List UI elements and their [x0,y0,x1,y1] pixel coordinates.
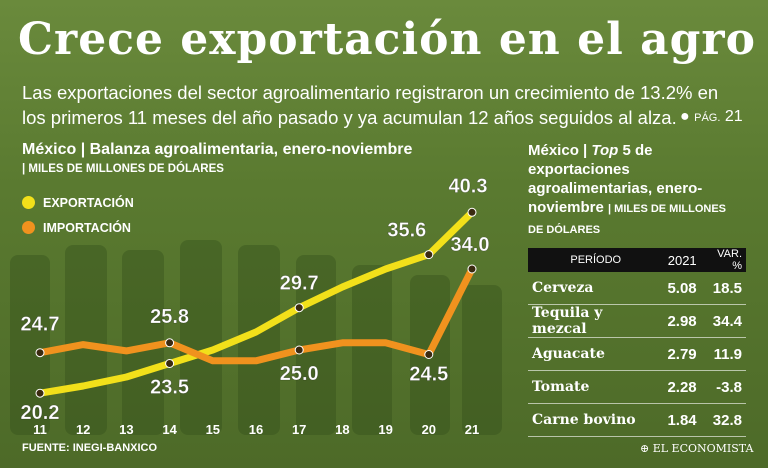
data-label: 24.5 [409,364,448,386]
x-tick-label: 20 [422,422,436,437]
bullet-icon: ● [680,108,690,125]
data-label: 40.3 [449,175,488,197]
data-label: 25.8 [150,306,189,328]
x-tick-label: 21 [465,422,479,437]
chart-legend: EXPORTACIÓN IMPORTACIÓN [22,190,134,240]
table-cell-var: -3.8 [700,370,746,404]
table-cell-product: Tomate [528,370,664,404]
table-cell-value: 2.79 [663,337,701,371]
page-ref-label: PÁG. [694,112,721,124]
chart-units: | MILES DE MILLONES DE DÓLARES [22,163,224,175]
data-label: 29.7 [280,273,319,295]
data-point-export [294,303,304,313]
x-tick-label: 17 [292,422,306,437]
x-tick-label: 18 [335,422,349,437]
headline: Crece exportación en el agro [18,14,756,65]
brand-logo: ⊕ EL ECONOMISTA [640,442,754,455]
table-cell-product: Tequila y mezcal [528,304,664,338]
data-label: 20.2 [21,402,60,424]
table-header-row: PERÍODO 2021 VAR. % [528,248,746,272]
table-cell-value: 2.98 [663,304,701,338]
top5-title-prefix: México | [528,142,592,159]
data-label: 34.0 [451,234,490,256]
top5-units: | MILES DE MILLONES DE DÓLARES [528,203,727,236]
table-cell-var: 34.4 [700,304,746,338]
legend-item-export: EXPORTACIÓN [22,190,134,215]
header-year: 2021 [663,248,701,272]
legend-swatch-export [22,196,35,209]
data-point-import [294,345,304,355]
data-point-import [35,348,45,358]
table-cell-product: Aguacate [528,337,664,371]
data-label: 35.6 [387,220,426,242]
x-tick-label: 11 [33,422,47,437]
table-cell-product: Cerveza [528,272,664,305]
table-cell-var: 18.5 [700,272,746,305]
table-row: Tomate 2.28 -3.8 [528,370,746,404]
bottles-photo-backdrop [10,240,502,435]
data-point-export [467,207,477,217]
legend-item-import: IMPORTACIÓN [22,215,134,240]
legend-label-export: EXPORTACIÓN [43,195,134,210]
table-cell-value: 5.08 [663,272,701,305]
table-row: Aguacate 2.79 11.9 [528,337,746,371]
header-var: VAR. % [700,248,746,272]
chart-title: México | Balanza agroalimentaria, enero-… [22,141,413,158]
top5-table: PERÍODO 2021 VAR. % Cerveza 5.08 18.5 Te… [528,248,746,437]
table-cell-value: 2.28 [663,370,701,404]
data-label: 24.7 [21,314,60,336]
table-row: Carne bovino 1.84 32.8 [528,403,746,437]
table-cell-var: 11.9 [700,337,746,371]
x-tick-label: 12 [76,422,90,437]
x-tick-label: 14 [162,422,177,437]
data-point-import [424,350,434,359]
table-cell-product: Carne bovino [528,403,664,437]
data-label: 25.0 [280,363,319,385]
legend-label-import: IMPORTACIÓN [43,220,131,235]
series-line-import [36,265,476,365]
data-point-export [165,359,175,368]
data-label: 23.5 [150,377,189,399]
source-note: FUENTE: INEGI-BANXICO [22,442,158,454]
series-line-export [36,208,476,397]
subtitle: Las exportaciones del sector agroaliment… [22,82,719,128]
brand-name: EL ECONOMISTA [652,442,754,455]
data-point-import [165,338,175,348]
data-point-export [35,388,45,398]
table-row: Tequila y mezcal 2.98 34.4 [528,304,746,338]
page-reference: ● PÁG. 21 [680,108,743,126]
top5-title: México | Top 5 de exportaciones agroalim… [528,141,738,240]
data-point-import [467,264,477,274]
table-row: Cerveza 5.08 18.5 [528,272,746,305]
page-ref-number: 21 [724,108,743,125]
header-periodo: PERÍODO [528,248,664,272]
x-tick-label: 13 [119,422,133,437]
data-point-export [424,250,434,260]
top5-title-italic: Top [591,142,619,159]
table-cell-var: 32.8 [700,403,746,437]
x-tick-label: 15 [206,422,220,437]
table-cell-value: 1.84 [663,403,701,437]
x-tick-label: 19 [378,422,392,437]
legend-swatch-import [22,221,35,234]
x-tick-label: 16 [249,422,263,437]
top5-title-rest: 5 de exportaciones agroalimentarias, ene… [528,142,703,216]
